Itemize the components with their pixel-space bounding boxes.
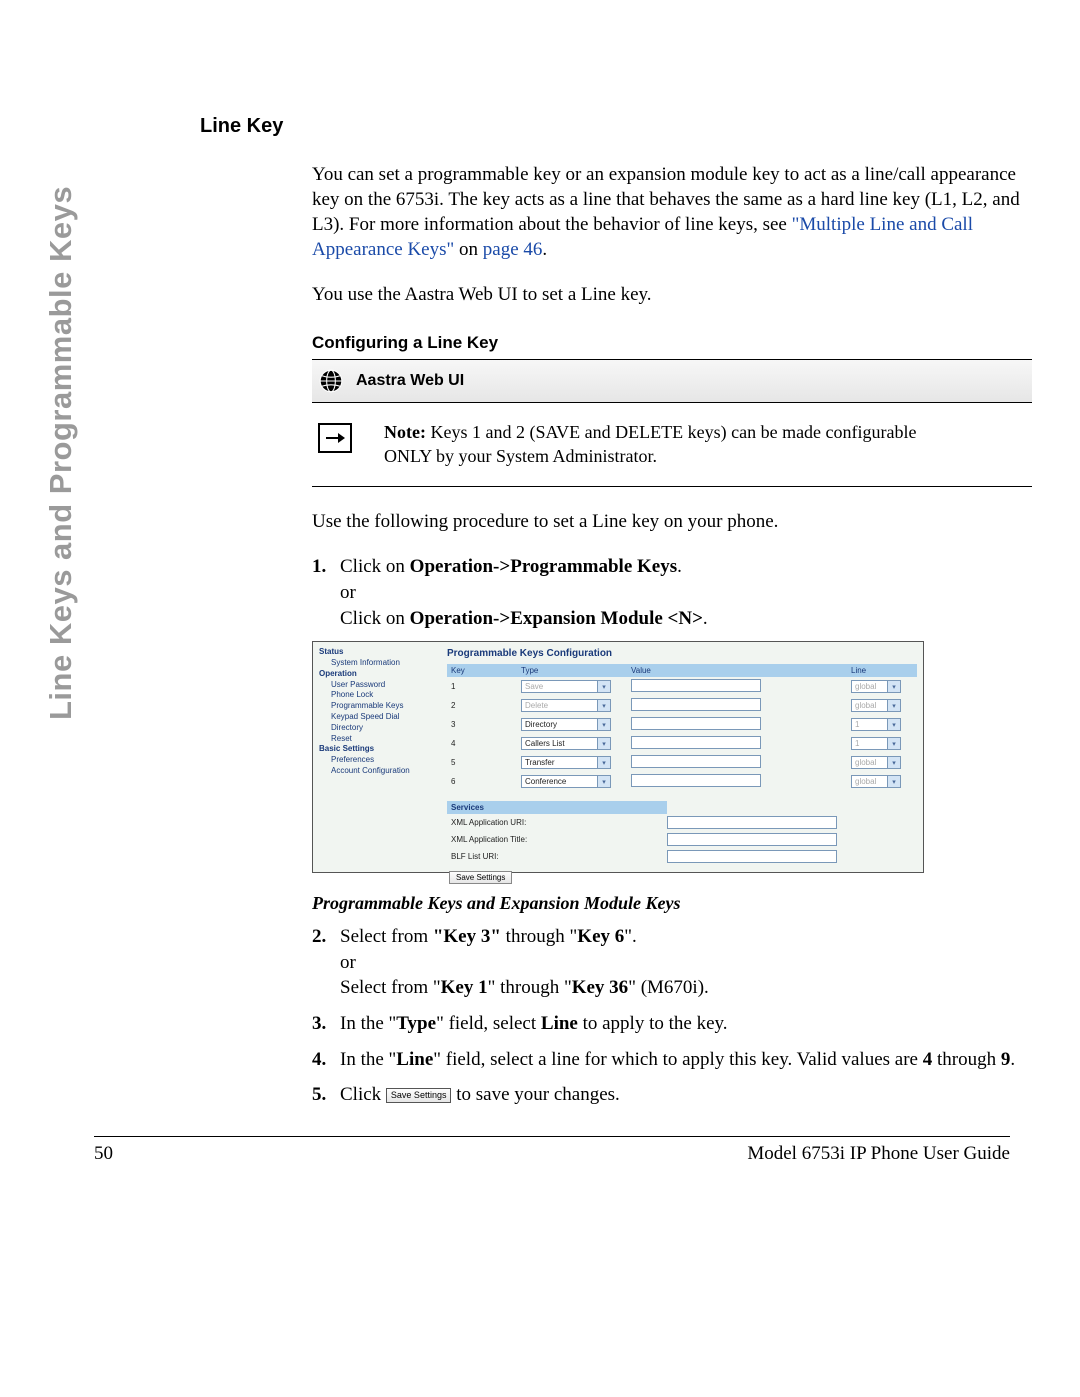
arrow-icon xyxy=(318,423,352,453)
value-input[interactable] xyxy=(631,679,761,692)
side-tab: Line Keys and Programmable Keys xyxy=(45,110,85,720)
intro-paragraph-1: You can set a programmable key or an exp… xyxy=(312,162,1032,262)
service-input[interactable] xyxy=(667,816,837,829)
type-select[interactable]: Save▾ xyxy=(521,680,611,693)
screenshot-sidebar: Status System Information Operation User… xyxy=(313,642,443,872)
note-text: Note: Keys 1 and 2 (SAVE and DELETE keys… xyxy=(384,421,944,468)
line-select[interactable]: global▾ xyxy=(851,699,901,712)
steps-list-1: 1. Click on Operation->Programmable Keys… xyxy=(312,554,1032,631)
page-number: 50 xyxy=(94,1143,113,1165)
save-settings-inline-button: Save Settings xyxy=(386,1088,452,1102)
subheading-programmable-keys: Programmable Keys and Expansion Module K… xyxy=(312,893,1032,914)
steps-list-2: 2. Select from "Key 3" through "Key 6". … xyxy=(312,924,1032,1108)
page-footer: 50 Model 6753i IP Phone User Guide xyxy=(94,1136,1010,1165)
step-1: 1. Click on Operation->Programmable Keys… xyxy=(312,554,1032,631)
value-input[interactable] xyxy=(631,755,761,768)
line-select[interactable]: 1▾ xyxy=(851,737,901,750)
page-content: Line Key You can set a programmable key … xyxy=(200,115,1020,1118)
heading-line-key: Line Key xyxy=(200,115,1020,138)
line-select[interactable]: 1▾ xyxy=(851,718,901,731)
value-input[interactable] xyxy=(631,698,761,711)
line-select[interactable]: global▾ xyxy=(851,775,901,788)
service-input[interactable] xyxy=(667,850,837,863)
screenshot-keys-table: Key Type Value Line 1Save▾global▾2Delete… xyxy=(447,664,917,791)
type-select[interactable]: Conference▾ xyxy=(521,775,611,788)
type-select[interactable]: Directory▾ xyxy=(521,718,611,731)
type-select[interactable]: Delete▾ xyxy=(521,699,611,712)
screenshot-save-settings-button[interactable]: Save Settings xyxy=(449,871,512,884)
step-2: 2. Select from "Key 3" through "Key 6". … xyxy=(312,924,1032,1001)
value-input[interactable] xyxy=(631,717,761,730)
globe-icon xyxy=(318,368,344,394)
webui-banner: Aastra Web UI xyxy=(312,359,1032,403)
link-page-46[interactable]: page 46 xyxy=(483,239,543,260)
intro-paragraph-2: You use the Aastra Web UI to set a Line … xyxy=(312,282,1032,307)
use-following: Use the following procedure to set a Lin… xyxy=(312,509,1032,534)
heading-configuring: Configuring a Line Key xyxy=(312,333,1032,353)
service-input[interactable] xyxy=(667,833,837,846)
step-5: 5. Click Save Settings to save your chan… xyxy=(312,1082,1032,1108)
type-select[interactable]: Transfer▾ xyxy=(521,756,611,769)
line-select[interactable]: global▾ xyxy=(851,680,901,693)
footer-title: Model 6753i IP Phone User Guide xyxy=(747,1143,1010,1165)
step-4: 4. In the "Line" field, select a line fo… xyxy=(312,1047,1032,1073)
screenshot-programmable-keys: Status System Information Operation User… xyxy=(312,641,924,873)
note-block: Note: Keys 1 and 2 (SAVE and DELETE keys… xyxy=(312,403,1032,487)
screenshot-main: Programmable Keys Configuration Key Type… xyxy=(443,642,923,872)
webui-label: Aastra Web UI xyxy=(356,372,464,390)
step-3: 3. In the "Type" field, select Line to a… xyxy=(312,1011,1032,1037)
value-input[interactable] xyxy=(631,774,761,787)
line-select[interactable]: global▾ xyxy=(851,756,901,769)
value-input[interactable] xyxy=(631,736,761,749)
type-select[interactable]: Callers List▾ xyxy=(521,737,611,750)
